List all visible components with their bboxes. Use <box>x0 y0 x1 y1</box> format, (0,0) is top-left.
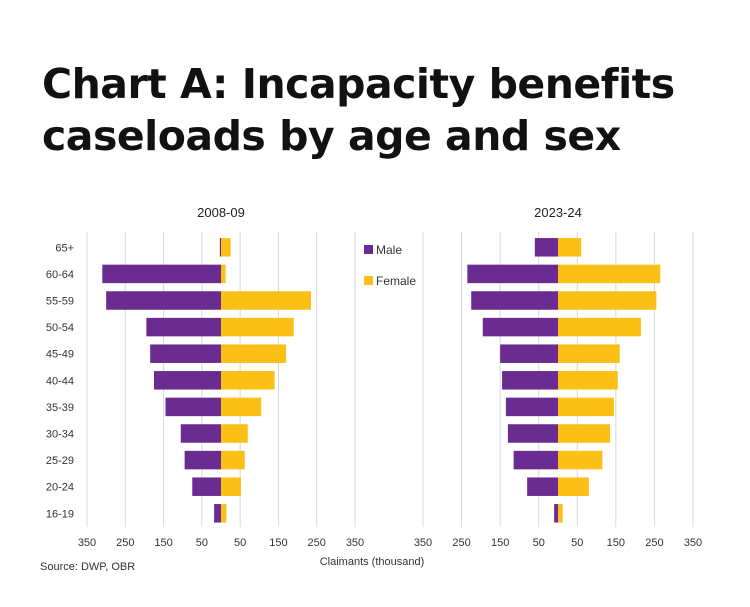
bar-male-2008-09-30-34 <box>180 424 221 443</box>
tick-label-p2-4: 50 <box>571 537 583 549</box>
bar-female-2008-09-65+ <box>221 238 231 257</box>
bar-female-2023-24-60-64 <box>558 264 661 284</box>
tick-label-p2-1: 250 <box>452 537 470 549</box>
legend-label-male: Male <box>376 243 402 257</box>
category-label-65+: 65+ <box>55 242 74 254</box>
bar-male-2008-09-25-29 <box>184 450 221 470</box>
tick-label-p1-1: 250 <box>116 537 134 549</box>
bar-male-2008-09-16-19 <box>214 504 221 523</box>
bar-male-2023-24-16-19 <box>554 504 558 523</box>
category-label-50-54: 50-54 <box>46 322 74 334</box>
category-label-55-59: 55-59 <box>46 296 74 308</box>
tick-label-p2-3: 50 <box>533 537 545 549</box>
source-note: Source: DWP, OBR <box>40 561 136 573</box>
bar-female-2008-09-55-59 <box>221 291 311 310</box>
category-label-20-24: 20-24 <box>46 482 74 494</box>
category-label-40-44: 40-44 <box>46 375 74 387</box>
tick-label-p2-6: 250 <box>645 537 663 549</box>
tick-label-p2-0: 350 <box>414 537 432 549</box>
tick-label-p1-5: 150 <box>269 537 287 549</box>
bar-male-2008-09-20-24 <box>192 477 221 496</box>
tick-label-p2-2: 150 <box>491 537 509 549</box>
bar-female-2023-24-50-54 <box>558 317 641 337</box>
bar-female-2008-09-45-49 <box>221 344 287 363</box>
tick-label-p1-7: 350 <box>346 537 364 549</box>
bar-male-2023-24-20-24 <box>527 477 558 496</box>
legend-swatch-female <box>364 276 373 285</box>
tick-label-p1-4: 50 <box>234 537 246 549</box>
tick-label-p2-5: 150 <box>607 537 625 549</box>
bar-female-2023-24-35-39 <box>558 397 614 417</box>
bar-male-2008-09-50-54 <box>146 317 221 337</box>
tick-label-p1-6: 250 <box>308 537 326 549</box>
x-axis-label: Claimants (thousand) <box>320 556 425 568</box>
category-label-30-34: 30-34 <box>46 429 74 441</box>
bar-female-2023-24-30-34 <box>558 424 611 443</box>
bar-female-2008-09-50-54 <box>221 317 294 337</box>
category-label-45-49: 45-49 <box>46 349 74 361</box>
bar-male-2023-24-50-54 <box>482 317 558 337</box>
category-label-25-29: 25-29 <box>46 455 74 467</box>
bar-female-2008-09-60-64 <box>221 264 226 284</box>
bar-female-2023-24-45-49 <box>558 344 620 363</box>
tick-label-p1-0: 350 <box>78 537 96 549</box>
bar-male-2023-24-25-29 <box>513 450 558 470</box>
chart-title: Chart A: Incapacity benefits caseloads b… <box>42 58 675 162</box>
bar-male-2008-09-45-49 <box>150 344 221 363</box>
category-label-16-19: 16-19 <box>46 508 74 520</box>
bar-female-2023-24-20-24 <box>558 477 589 496</box>
bar-female-2008-09-30-34 <box>221 424 248 443</box>
category-label-60-64: 60-64 <box>46 269 74 281</box>
bar-female-2023-24-16-19 <box>558 504 563 523</box>
bar-male-2008-09-40-44 <box>154 371 221 390</box>
bar-female-2008-09-40-44 <box>221 371 275 390</box>
legend-label-female: Female <box>376 274 416 288</box>
panel-title-1: 2008-09 <box>197 205 245 220</box>
bar-female-2023-24-65+ <box>558 238 582 257</box>
category-label-35-39: 35-39 <box>46 402 74 414</box>
tick-label-p1-3: 50 <box>196 537 208 549</box>
bar-male-2008-09-60-64 <box>102 264 221 284</box>
bar-male-2008-09-65+ <box>219 238 221 257</box>
panel-title-2: 2023-24 <box>534 205 582 220</box>
bar-male-2023-24-60-64 <box>467 264 558 284</box>
bar-male-2023-24-40-44 <box>502 371 558 390</box>
bar-female-2023-24-40-44 <box>558 371 618 390</box>
bar-male-2008-09-35-39 <box>165 397 221 417</box>
tick-label-p1-2: 150 <box>154 537 172 549</box>
bar-male-2023-24-55-59 <box>471 291 558 310</box>
bar-male-2023-24-35-39 <box>505 397 558 417</box>
bar-male-2023-24-45-49 <box>500 344 558 363</box>
bar-female-2008-09-35-39 <box>221 397 262 417</box>
title-line-1: Chart A: Incapacity benefits <box>42 60 675 108</box>
legend-swatch-male <box>364 245 373 254</box>
bar-female-2008-09-16-19 <box>221 504 227 523</box>
bar-male-2023-24-65+ <box>534 238 558 257</box>
bar-female-2008-09-20-24 <box>221 477 241 496</box>
bar-female-2023-24-55-59 <box>558 291 657 310</box>
tick-label-p2-7: 350 <box>684 537 702 549</box>
bar-male-2023-24-30-34 <box>507 424 558 443</box>
bar-female-2008-09-25-29 <box>221 450 245 470</box>
title-line-2: caseloads by age and sex <box>42 112 621 160</box>
bar-female-2023-24-25-29 <box>558 450 603 470</box>
bar-male-2008-09-55-59 <box>106 291 221 310</box>
